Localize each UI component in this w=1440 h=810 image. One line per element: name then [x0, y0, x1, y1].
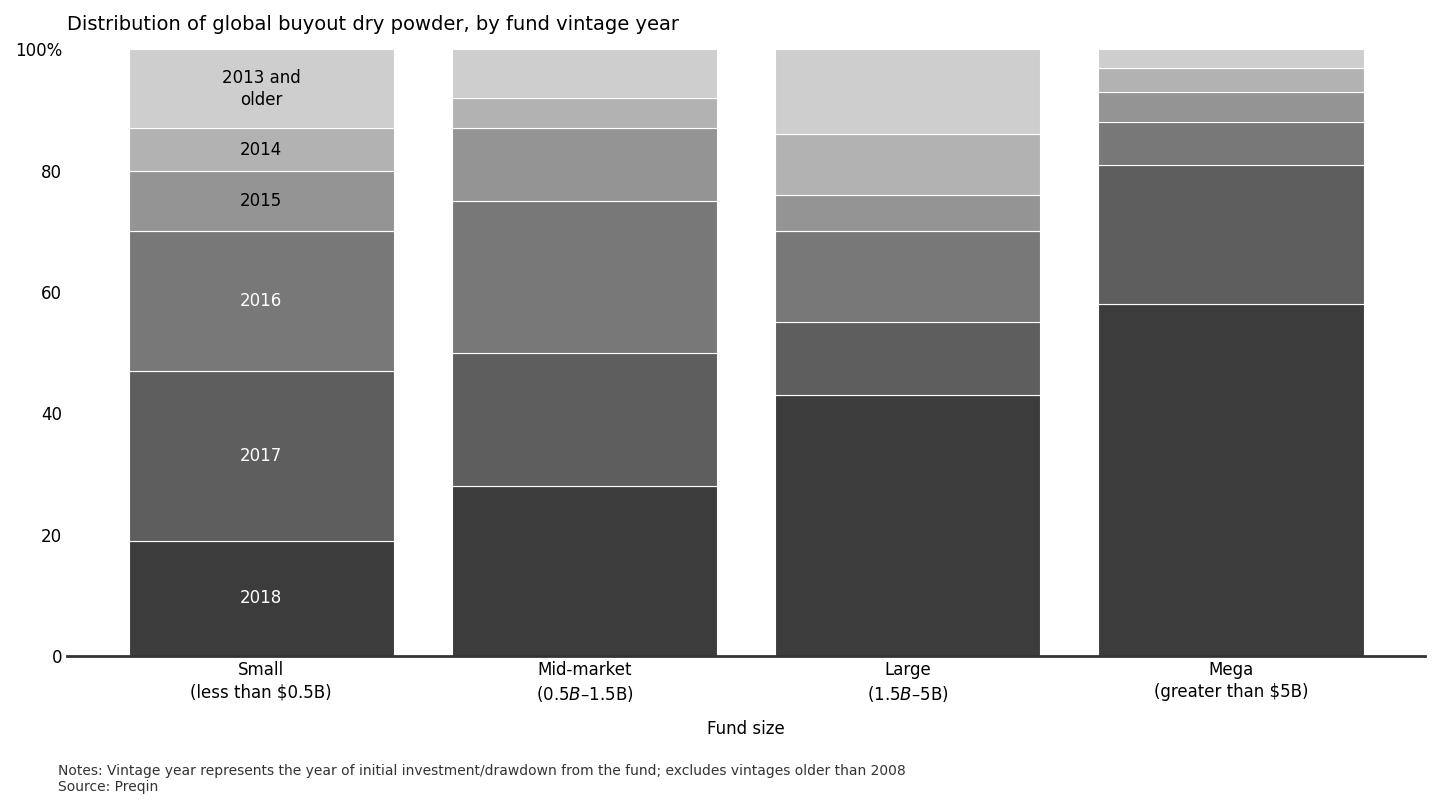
- Text: Notes: Vintage year represents the year of initial investment/drawdown from the : Notes: Vintage year represents the year …: [58, 764, 906, 794]
- Bar: [128, 128, 393, 171]
- Bar: [128, 49, 393, 128]
- Bar: [775, 134, 1040, 195]
- Bar: [128, 541, 393, 656]
- Bar: [128, 232, 393, 371]
- Bar: [1099, 68, 1364, 92]
- Bar: [1099, 92, 1364, 122]
- Bar: [452, 486, 717, 656]
- Text: 2015: 2015: [240, 192, 282, 210]
- Bar: [775, 322, 1040, 395]
- Bar: [1099, 49, 1364, 68]
- Bar: [775, 49, 1040, 134]
- Bar: [452, 49, 717, 98]
- Bar: [452, 201, 717, 352]
- Bar: [452, 128, 717, 201]
- Bar: [128, 371, 393, 541]
- Bar: [128, 171, 393, 232]
- Bar: [1099, 305, 1364, 656]
- Bar: [1099, 164, 1364, 305]
- X-axis label: Fund size: Fund size: [707, 720, 785, 738]
- Bar: [452, 352, 717, 486]
- Text: Distribution of global buyout dry powder, by fund vintage year: Distribution of global buyout dry powder…: [68, 15, 680, 34]
- Bar: [452, 98, 717, 128]
- Bar: [1099, 122, 1364, 164]
- Text: 2018: 2018: [240, 590, 282, 608]
- Bar: [775, 232, 1040, 322]
- Text: 2014: 2014: [240, 140, 282, 159]
- Text: 2017: 2017: [240, 447, 282, 465]
- Text: 2016: 2016: [240, 292, 282, 310]
- Bar: [775, 395, 1040, 656]
- Bar: [775, 195, 1040, 232]
- Text: 2013 and
older: 2013 and older: [222, 69, 301, 109]
